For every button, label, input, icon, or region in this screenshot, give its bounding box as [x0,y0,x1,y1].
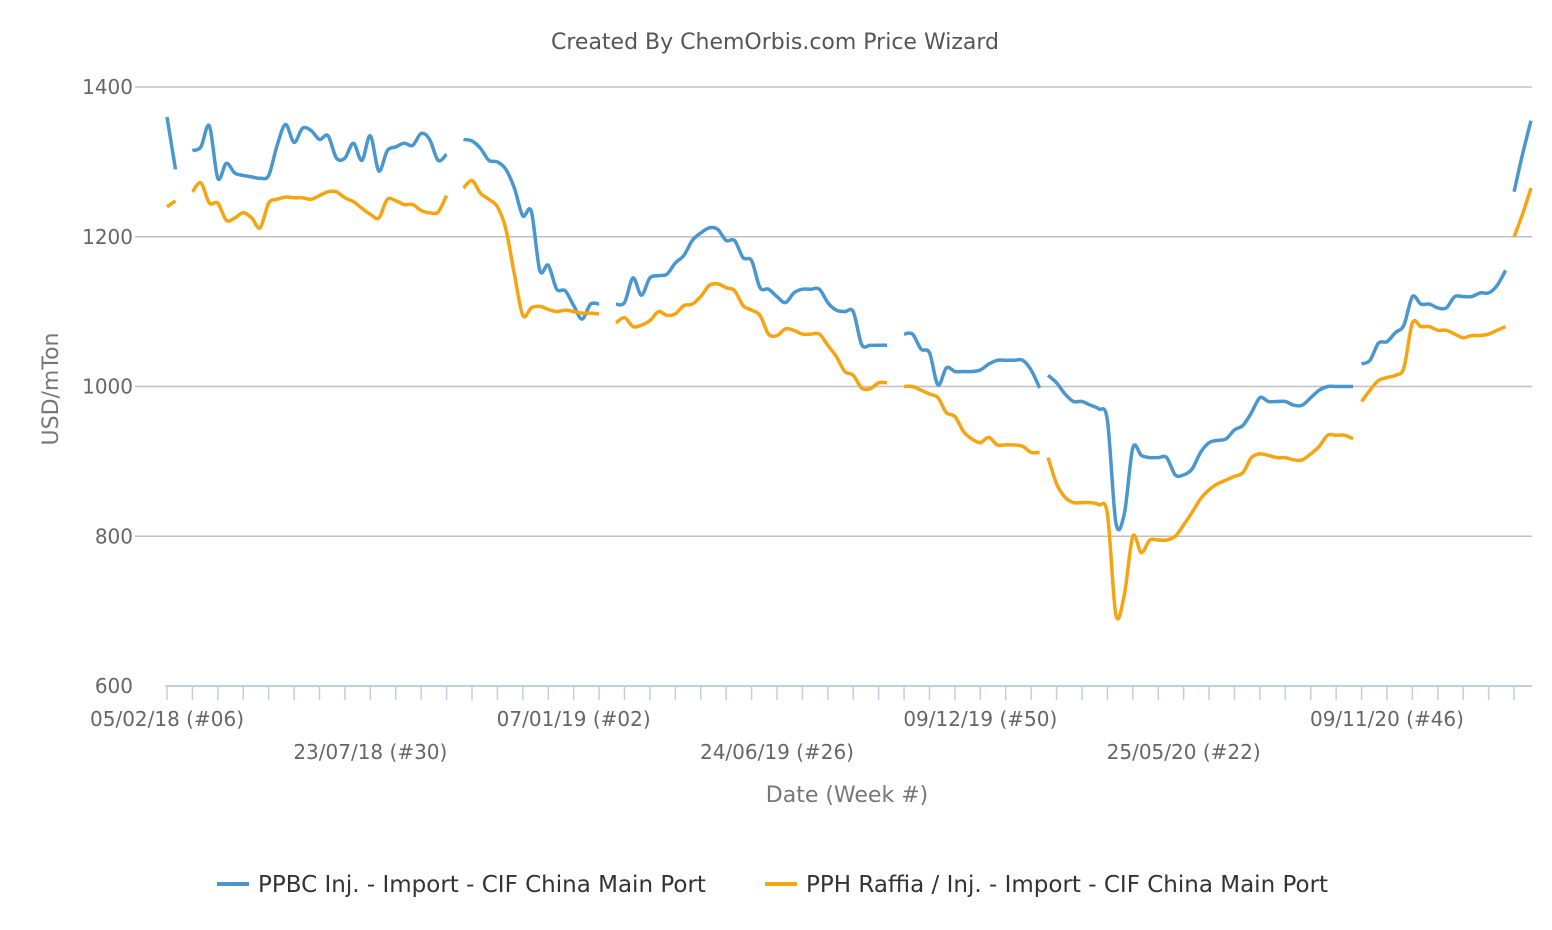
x-tick-label: 25/05/20 (#22) [1107,740,1261,764]
x-axis: 05/02/18 (#06) 23/07/18 (#30) 07/01/19 (#0… [90,685,1532,764]
series-1-line-segment [1046,373,1354,532]
x-tick-label: 07/01/19 (#02) [497,707,651,731]
series-2-line-segment [462,178,600,319]
y-axis-tick-labels: 600 800 1000 1200 1400 [82,75,133,698]
x-tick-label: 23/07/18 (#30) [293,740,447,764]
series-1-line-segment [1360,269,1508,366]
series-1-line-segment [165,116,178,170]
series-1-line-segment [1512,120,1533,193]
series-2-line-segment [1360,318,1507,403]
series-lines [165,116,1533,621]
x-tick-label: 24/06/19 (#26) [700,740,854,764]
x-tick-label: 05/02/18 (#06) [90,707,244,731]
legend-label: PPH Raffia / Inj. - Import - CIF China M… [806,872,1328,898]
series-2-line-segment [165,199,177,209]
y-tick-label-1000: 1000 [82,375,133,399]
legend-item-1[interactable]: PPBC Inj. - Import - CIF China Main Port [217,872,706,898]
series-2-line-segment [1046,432,1354,621]
y-tick-label-1400: 1400 [82,75,133,99]
series-1-line-segment [615,225,888,349]
x-axis-title: Date (Week #) [766,783,928,808]
legend-item-2[interactable]: PPH Raffia / Inj. - Import - CIF China M… [765,872,1328,898]
series-2-line-segment [1512,187,1533,238]
series-2-line-segment [614,281,888,392]
series-1-line-segment [903,331,1042,389]
x-tick-label: 09/11/20 (#46) [1310,707,1464,731]
y-tick-label-600: 600 [95,674,133,698]
y-axis-title: USD/mTon [39,333,64,446]
series-2-line-segment [904,384,1040,455]
x-tick-label: 09/12/19 (#50) [903,707,1057,731]
series-2-line-segment [191,180,449,230]
series-1 [165,116,1533,532]
grid-lines [135,86,1532,537]
legend-label: PPBC Inj. - Import - CIF China Main Port [258,872,706,898]
series-1-line-segment [463,137,600,321]
series-1-line-segment [191,122,448,182]
y-tick-label-1200: 1200 [82,225,133,249]
chart-title: Created By ChemOrbis.com Price Wizard [551,30,999,55]
y-tick-label-800: 800 [95,524,133,548]
legend: PPBC Inj. - Import - CIF China Main Port… [217,872,1328,898]
series-2 [165,178,1533,621]
